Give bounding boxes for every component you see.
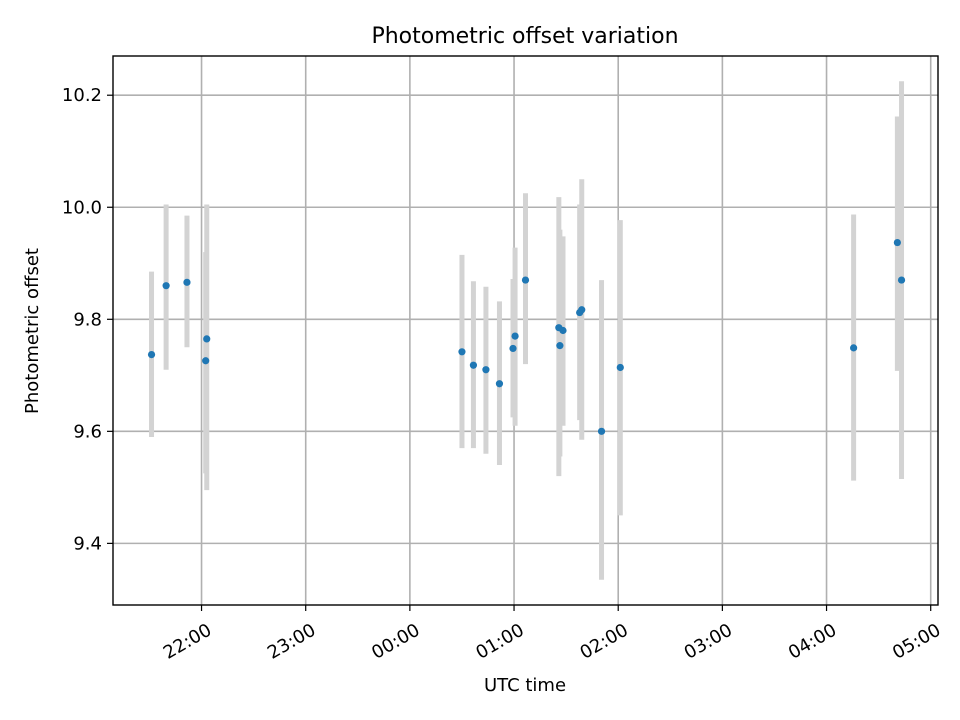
data-point [469, 361, 478, 369]
data-point [597, 427, 606, 435]
x-axis-label: UTC time [484, 675, 566, 696]
x-tick-label: 23:00 [264, 620, 319, 664]
y-tick-label: 9.8 [73, 309, 102, 330]
data-point [482, 366, 490, 374]
x-tick-layer: 22:00 23:00 00:00 01:00 02:00 03:00 04:00 05:00 [160, 605, 944, 664]
data-point [521, 276, 530, 284]
y-tick-label: 10.0 [62, 197, 102, 218]
data-point [203, 335, 211, 343]
data-point [897, 276, 906, 284]
x-tick-label: 01:00 [472, 620, 527, 664]
data-point [147, 350, 156, 359]
x-tick-label: 22:00 [160, 620, 215, 664]
data-point [495, 380, 504, 388]
x-tick-label: 00:00 [368, 620, 423, 664]
data-point [511, 332, 519, 340]
data-point [559, 326, 567, 335]
data-point [162, 282, 170, 290]
data-point [616, 363, 624, 372]
x-tick-label: 05:00 [889, 620, 944, 664]
x-tick-label: 03:00 [681, 620, 736, 664]
y-tick-label: 10.2 [62, 85, 102, 106]
y-axis-label: Photometric offset [22, 248, 43, 414]
data-point [578, 306, 586, 314]
y-tick-label: 9.6 [73, 421, 102, 442]
plot-frame [112, 55, 939, 606]
data-point [202, 357, 210, 365]
y-tick-label: 9.4 [73, 533, 102, 554]
data-point [556, 342, 564, 350]
x-tick-label: 04:00 [785, 620, 840, 664]
data-point [458, 348, 466, 356]
x-tick-label: 02:00 [576, 620, 631, 664]
chart-title: Photometric offset variation [371, 24, 678, 49]
data-point [893, 238, 901, 247]
point-layer [147, 238, 906, 435]
data-point [850, 344, 858, 352]
y-tick-layer: 9.4 9.6 9.8 10.0 10.2 [62, 85, 113, 554]
data-point [183, 278, 191, 286]
data-point [509, 344, 517, 353]
errorbar-layer [149, 81, 905, 580]
